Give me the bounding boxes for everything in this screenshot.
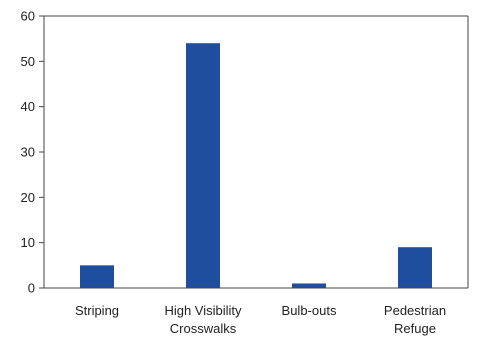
bar: [186, 43, 220, 289]
y-tick-label: 0: [28, 281, 35, 296]
y-axis: 0 10 20 30 40 50 60: [21, 9, 469, 296]
bar: [398, 247, 432, 288]
y-tick-label: 20: [21, 190, 35, 205]
y-tick-label: 60: [21, 9, 35, 24]
x-category-label: Striping: [75, 303, 119, 318]
x-category-label-line: Bulb-outs: [282, 303, 337, 318]
y-tick-label: 40: [21, 99, 35, 114]
bars: [80, 43, 432, 289]
x-category-label-line: High Visibility: [164, 303, 242, 318]
x-category-label: Bulb-outs: [282, 303, 337, 318]
x-category-label-line: Crosswalks: [170, 321, 237, 336]
x-category-label: Pedestrian Refuge: [384, 303, 446, 336]
x-axis: Striping High Visibility Crosswalks Bulb-ou…: [44, 287, 468, 336]
x-category-label-line: Refuge: [394, 321, 436, 336]
x-category-label-line: Striping: [75, 303, 119, 318]
x-category-label: High Visibility Crosswalks: [164, 303, 242, 336]
x-category-label-line: Pedestrian: [384, 303, 446, 318]
y-tick-label: 10: [21, 235, 35, 250]
y-tick-label: 50: [21, 54, 35, 69]
bar: [292, 283, 326, 288]
bar: [80, 265, 114, 288]
y-tick-label: 30: [21, 145, 35, 160]
